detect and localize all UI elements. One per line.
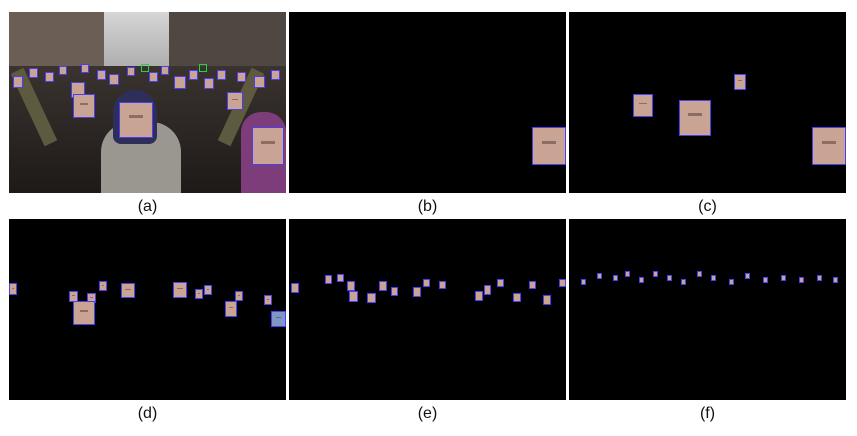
face-crop (639, 277, 644, 283)
face-crop (625, 271, 630, 277)
face-box (59, 66, 67, 75)
face-box (189, 70, 198, 80)
face-crop (423, 279, 430, 287)
face-crop (633, 94, 653, 117)
face-crop (729, 279, 734, 285)
face-box (174, 76, 186, 89)
face-crop (833, 277, 838, 283)
face-box-right (252, 127, 284, 165)
face-crop (475, 291, 483, 301)
face-crop (513, 293, 521, 302)
caption-f: (f) (699, 405, 716, 422)
face-crop (264, 295, 272, 305)
face-crop (667, 275, 672, 281)
face-crop (225, 301, 237, 317)
face-crop (529, 281, 536, 289)
face-box (161, 66, 169, 75)
face-crop (73, 301, 95, 325)
panel-c (569, 12, 846, 193)
face-crop (679, 100, 711, 136)
caption-c: (c) (698, 198, 717, 215)
face-crop (413, 287, 421, 297)
panel-d (9, 219, 286, 400)
face-box (204, 78, 214, 89)
face-box (149, 72, 158, 82)
face-box (127, 67, 135, 76)
face-box-green (199, 64, 207, 72)
face-crop (711, 275, 716, 281)
face-crop (559, 279, 566, 287)
caption-d: (d) (137, 405, 158, 422)
face-crop (484, 285, 491, 295)
face-box (254, 76, 265, 88)
face-crop (367, 293, 376, 303)
face-box (217, 70, 226, 80)
face-crop (439, 281, 446, 289)
face-crop (581, 279, 586, 285)
face-crop (121, 283, 135, 298)
face-crop (597, 273, 602, 279)
face-box (271, 70, 280, 80)
face-box (97, 70, 106, 80)
face-crop (349, 291, 358, 302)
face-box-center (119, 102, 153, 138)
face-box (73, 94, 95, 118)
face-crop (681, 279, 686, 285)
face-crop (204, 285, 212, 295)
face-crop (799, 277, 804, 283)
face-crop (812, 127, 846, 165)
face-crop (745, 273, 750, 279)
face-crop (379, 281, 387, 291)
face-box-green (141, 64, 149, 72)
face-crop (734, 74, 746, 90)
face-box (13, 76, 23, 88)
face-crop (532, 127, 566, 165)
face-crop (653, 271, 658, 277)
face-crop (99, 281, 107, 291)
face-crop (325, 275, 332, 284)
caption-a: (a) (137, 198, 158, 215)
face-box (237, 72, 246, 82)
face-crop (817, 275, 822, 281)
face-crop (763, 277, 768, 283)
panel-b (289, 12, 566, 193)
face-crop (9, 283, 17, 295)
face-crop (347, 281, 355, 291)
face-crop (391, 287, 398, 296)
face-crop (291, 283, 299, 293)
face-crop (195, 289, 203, 299)
caption-b: (b) (417, 198, 438, 215)
face-crop (235, 291, 243, 301)
face-box (109, 74, 119, 85)
face-crop (271, 311, 286, 327)
crowd-photo-panel (9, 12, 286, 193)
face-crop (497, 279, 504, 287)
face-crop (543, 295, 551, 305)
face-crop (697, 271, 702, 277)
face-crop (337, 274, 344, 282)
face-box (227, 92, 243, 110)
face-box (29, 68, 38, 78)
panel-e (289, 219, 566, 400)
face-crop (173, 282, 187, 298)
face-crop (613, 275, 618, 281)
face-crop (781, 275, 786, 281)
face-box (81, 64, 89, 73)
caption-e: (e) (417, 405, 438, 422)
panel-f (569, 219, 846, 400)
face-box (45, 72, 54, 82)
